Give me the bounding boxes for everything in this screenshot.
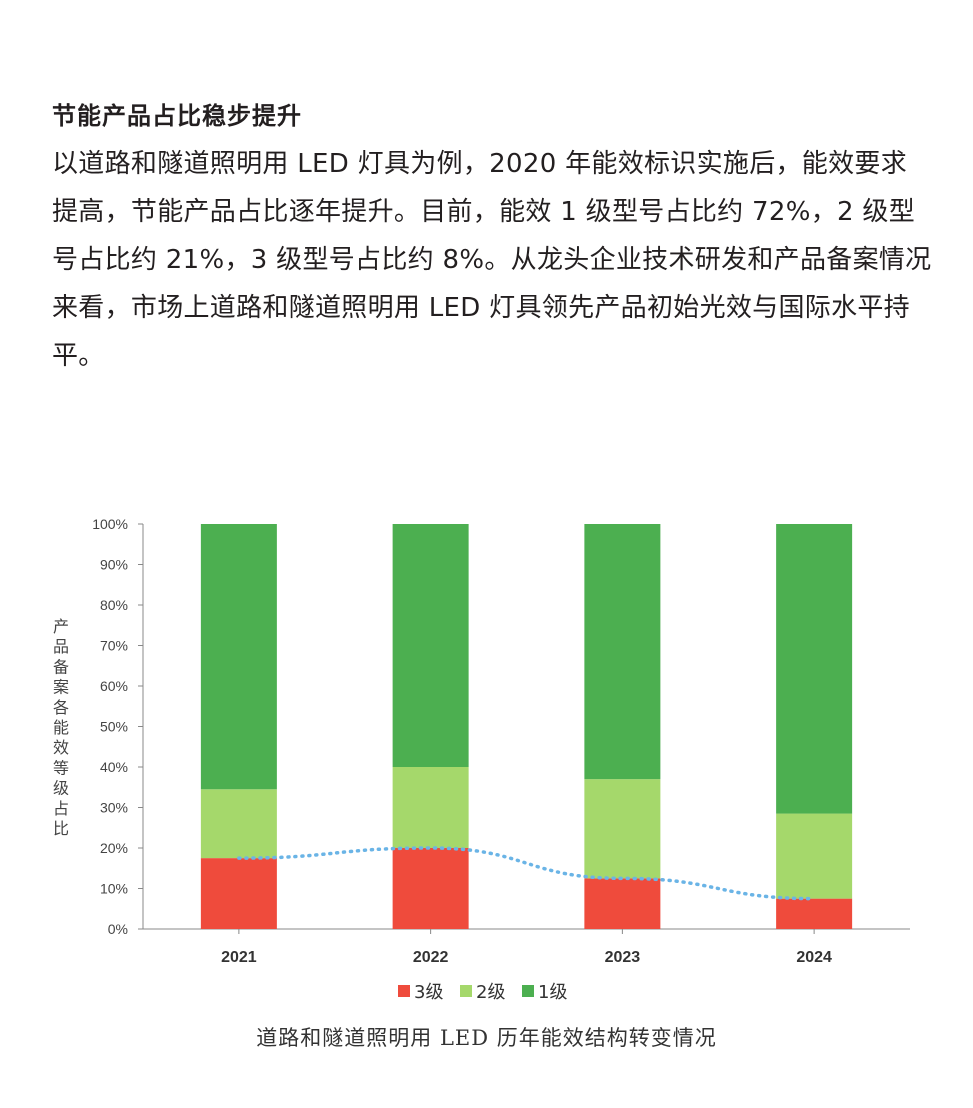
- y-axis-label-char: 案: [53, 678, 69, 697]
- y-tick-label: 10%: [100, 881, 128, 897]
- trend-line: [237, 846, 816, 901]
- y-axis-label-char: 比: [53, 819, 69, 838]
- bar-2022-2级: [392, 767, 469, 848]
- x-tick-label: 2022: [413, 949, 449, 966]
- y-tick-label: 30%: [100, 800, 128, 816]
- legend-swatch-3级: [398, 985, 410, 997]
- legend-label-3级: 3级: [414, 982, 443, 1003]
- x-tick-label: 2023: [605, 949, 641, 966]
- trend-line-path: [237, 846, 816, 901]
- bar-2024-3级: [776, 898, 853, 929]
- bar-2023-3级: [584, 878, 661, 929]
- bar-2022-3级: [392, 848, 469, 929]
- y-tick-label: 0%: [108, 921, 128, 937]
- bar-2021-1级: [200, 524, 277, 790]
- bar-2021-2级: [200, 789, 277, 859]
- y-axis-label-char: 各: [53, 698, 69, 717]
- y-axis-label-char: 效: [53, 738, 69, 757]
- bar-2024-1级: [776, 524, 853, 814]
- figure-caption: 道路和隧道照明用 LED 历年能效结构转变情况: [256, 1026, 717, 1050]
- x-tick-label: 2024: [796, 949, 832, 966]
- energy-efficiency-chart: 0% 10% 20% 30% 40% 50% 60% 70% 80% 90% 100% 2021 202…: [53, 516, 910, 1003]
- legend-label-2级: 2级: [476, 982, 505, 1003]
- chart-legend: 3级 2级 1级: [398, 982, 567, 1003]
- x-tick-label: 2021: [221, 949, 257, 966]
- legend-swatch-2级: [460, 985, 472, 997]
- y-axis-label: 产品备案各能效等级占比: [53, 617, 69, 838]
- bar-2024-2级: [776, 813, 853, 899]
- y-tick-label: 50%: [100, 719, 128, 735]
- bar-2023-2级: [584, 779, 661, 879]
- y-axis-label-char: 备: [53, 657, 69, 676]
- bar-2021-3级: [200, 858, 277, 929]
- y-tick-label: 20%: [100, 840, 128, 856]
- y-axis-label-char: 级: [53, 779, 69, 798]
- y-axis-label-char: 品: [53, 637, 69, 656]
- body-paragraph: 以道路和隧道照明用 LED 灯具为例，2020 年能效标识实施后，能效要求提高，…: [52, 149, 932, 371]
- y-tick-label: 40%: [100, 759, 128, 775]
- y-axis-label-char: 产: [53, 617, 69, 636]
- section-heading: 节能产品占比稳步提升: [52, 102, 302, 130]
- bar-2022-1级: [392, 524, 469, 767]
- chart-bars: [200, 524, 853, 929]
- legend-label-1级: 1级: [538, 982, 567, 1003]
- y-axis-label-char: 占: [53, 799, 69, 818]
- chart-axes: 0% 10% 20% 30% 40% 50% 60% 70% 80% 90% 100% 2021 202…: [92, 516, 910, 966]
- y-axis-label-char: 能: [53, 718, 69, 737]
- legend-swatch-1级: [522, 985, 534, 997]
- y-tick-label: 90%: [100, 557, 128, 573]
- y-tick-label: 70%: [100, 638, 128, 654]
- y-tick-label: 60%: [100, 678, 128, 694]
- y-tick-label: 100%: [92, 516, 128, 532]
- y-tick-label: 80%: [100, 597, 128, 613]
- bar-2023-1级: [584, 524, 661, 780]
- y-axis-label-char: 等: [53, 758, 69, 777]
